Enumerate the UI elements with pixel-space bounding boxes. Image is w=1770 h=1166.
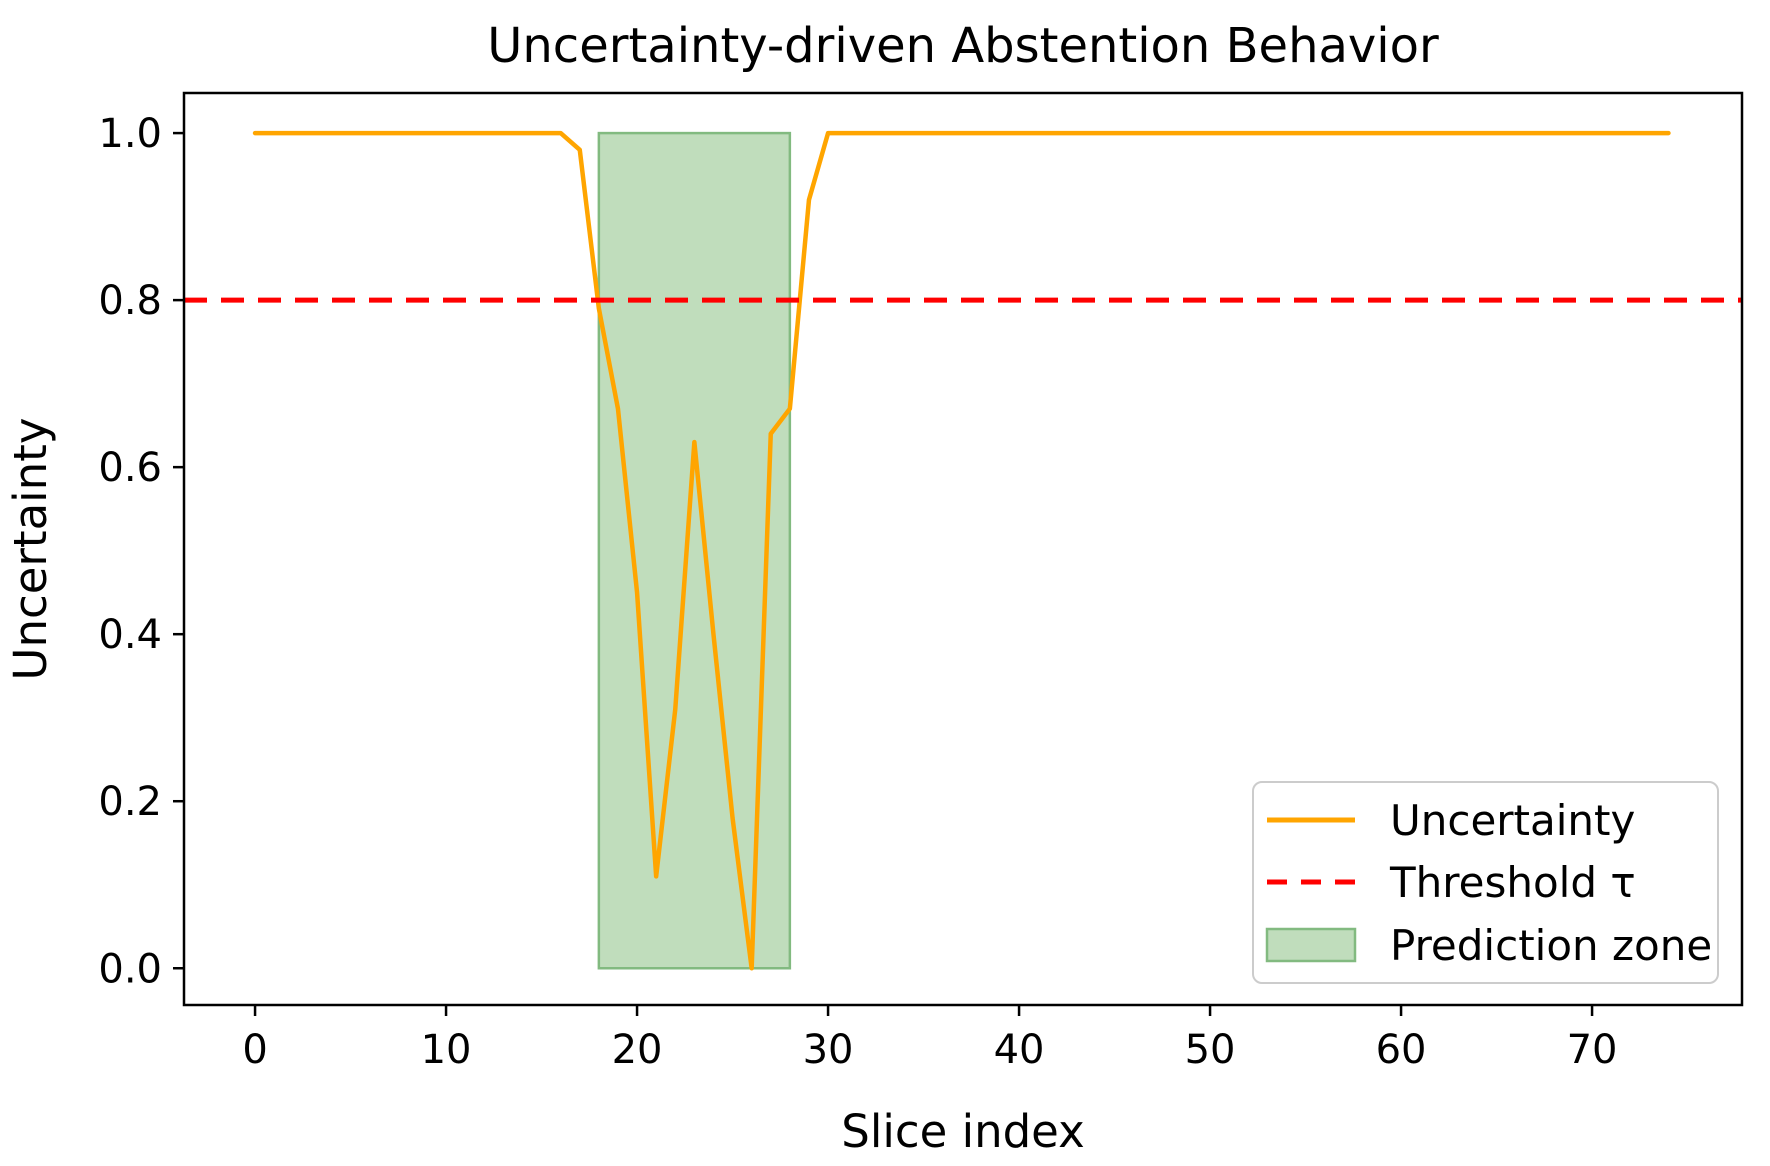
y-tick-label: 0.4 bbox=[98, 612, 162, 658]
y-axis-label: Uncertainty bbox=[4, 418, 57, 681]
plot-spines bbox=[182, 91, 1744, 1007]
axis-ticks: 0 10 20 30 40 50 60 70 0.0 0.2 0.4 0.6 0.8 1.0 bbox=[98, 111, 1617, 1073]
x-tick-label: 40 bbox=[994, 1027, 1045, 1073]
y-tick-label: 1.0 bbox=[98, 111, 162, 157]
y-tick-label: 0.2 bbox=[98, 779, 162, 825]
chart-title: Uncertainty-driven Abstention Behavior bbox=[487, 18, 1439, 74]
x-axis-label: Slice index bbox=[841, 1105, 1084, 1158]
legend-prediction-zone-swatch-icon bbox=[1265, 927, 1357, 963]
legend-prediction-zone-label: Prediction zone bbox=[1390, 921, 1712, 970]
axes bbox=[182, 91, 1744, 1007]
uncertainty-line bbox=[252, 130, 1671, 971]
legend: Uncertainty Threshold τ Prediction zone bbox=[1252, 781, 1719, 984]
x-tick-label: 10 bbox=[421, 1027, 472, 1073]
x-tick-label: 20 bbox=[612, 1027, 663, 1073]
prediction-zone bbox=[597, 131, 792, 970]
uncertainty-polyline bbox=[252, 130, 1671, 971]
x-tick-label: 60 bbox=[1376, 1027, 1427, 1073]
y-tick-label: 0.0 bbox=[98, 946, 162, 992]
x-tick-label: 30 bbox=[803, 1027, 854, 1073]
legend-threshold-label: Threshold τ bbox=[1389, 858, 1636, 907]
y-tick-label: 0.6 bbox=[98, 445, 162, 491]
legend-box bbox=[1252, 781, 1719, 984]
legend-uncertainty-label: Uncertainty bbox=[1390, 796, 1635, 845]
x-tick-label: 50 bbox=[1185, 1027, 1236, 1073]
y-tick-label: 0.8 bbox=[98, 278, 162, 324]
prediction-zone-rect bbox=[597, 131, 792, 970]
x-tick-label: 70 bbox=[1567, 1027, 1618, 1073]
x-tick-label: 0 bbox=[242, 1027, 267, 1073]
